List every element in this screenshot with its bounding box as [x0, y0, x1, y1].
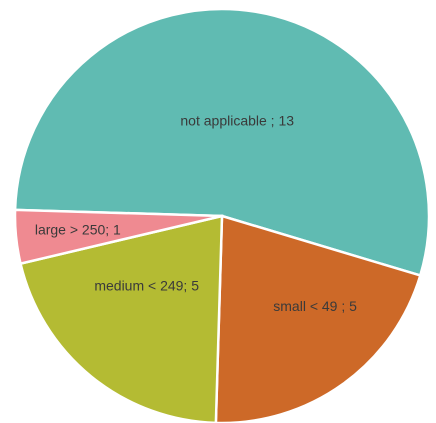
slice-label: small < 49 ; 5 — [273, 298, 357, 314]
pie-slice — [214, 214, 422, 423]
slice-label: not applicable ; 13 — [180, 113, 294, 129]
pie-slice — [19, 214, 224, 423]
slice-label: large > 250; 1 — [35, 221, 121, 237]
pie-slice — [13, 208, 223, 266]
slice-label: medium < 249; 5 — [94, 278, 199, 294]
pie-slice — [13, 7, 431, 278]
